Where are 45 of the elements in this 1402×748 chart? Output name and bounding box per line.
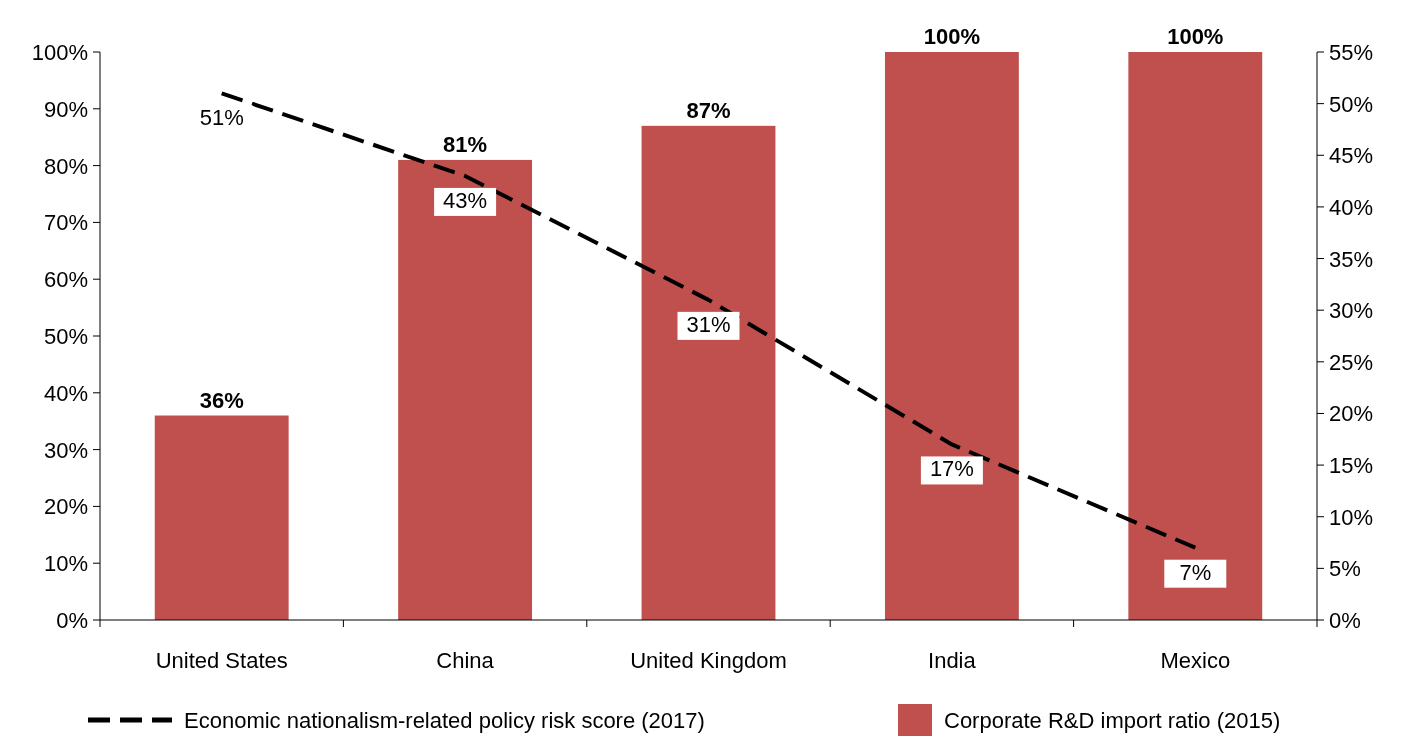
- data-label: 7%: [1179, 559, 1212, 585]
- y2-tick-label: 10%: [1329, 504, 1374, 530]
- y2-tick-label: 25%: [1329, 349, 1374, 375]
- y-tick-label: 60%: [43, 267, 88, 293]
- data-label: 81%: [443, 131, 488, 157]
- data-label: 87%: [686, 97, 731, 123]
- bar: [641, 125, 776, 620]
- y2-tick-label: 50%: [1329, 91, 1374, 117]
- bar: [884, 52, 1019, 620]
- y-tick-label: 10%: [43, 551, 88, 577]
- x-tick-label: China: [436, 648, 495, 673]
- y2-tick-label: 35%: [1329, 246, 1374, 272]
- y2-tick-label: 15%: [1329, 453, 1374, 479]
- y2-tick-label: 30%: [1329, 298, 1374, 324]
- bar: [1128, 52, 1263, 620]
- y-tick-label: 20%: [43, 494, 88, 520]
- legend-label: Economic nationalism-related policy risk score (2017): [184, 708, 705, 733]
- y-tick-label: 100%: [31, 40, 88, 65]
- y-tick-label: 70%: [43, 210, 88, 236]
- y2-tick-label: 40%: [1329, 194, 1374, 220]
- legend-label: Corporate R&D import ratio (2015): [944, 708, 1281, 733]
- data-label: 17%: [929, 456, 974, 482]
- bar: [154, 415, 289, 620]
- x-tick-label: India: [928, 648, 977, 673]
- y2-tick-label: 45%: [1329, 143, 1374, 169]
- data-label: 43%: [443, 187, 488, 213]
- data-label: 36%: [199, 387, 244, 413]
- y-tick-label: 90%: [43, 96, 88, 122]
- data-label: 31%: [686, 311, 731, 337]
- data-label: 100%: [1167, 24, 1224, 49]
- y-tick-label: 40%: [43, 380, 88, 406]
- y-tick-label: 0%: [56, 608, 88, 633]
- y-tick-label: 50%: [43, 324, 88, 349]
- y2-tick-label: 5%: [1329, 556, 1361, 582]
- bar: [398, 159, 533, 620]
- x-tick-label: Mexico: [1160, 648, 1231, 673]
- x-tick-label: United States: [155, 648, 288, 673]
- y-tick-label: 30%: [43, 437, 88, 463]
- data-label: 51%: [199, 105, 244, 131]
- y2-tick-label: 0%: [1329, 608, 1361, 633]
- x-tick-label: United Kingdom: [630, 648, 787, 673]
- y2-tick-label: 20%: [1329, 401, 1374, 427]
- y2-tick-label: 55%: [1329, 40, 1374, 65]
- data-label: 100%: [923, 24, 981, 49]
- y-tick-label: 80%: [43, 153, 88, 179]
